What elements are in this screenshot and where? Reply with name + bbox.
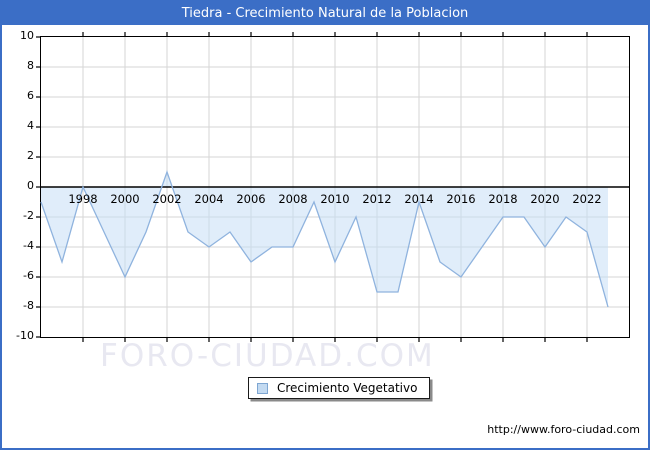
y-axis-label: 0 xyxy=(27,179,34,192)
legend: Crecimiento Vegetativo xyxy=(248,377,431,399)
y-axis-label: 2 xyxy=(27,149,34,162)
x-axis-label: 2020 xyxy=(530,192,560,206)
y-axis-label: 4 xyxy=(27,119,34,132)
x-axis-label: 2000 xyxy=(110,192,140,206)
y-axis-label: 8 xyxy=(27,59,34,72)
y-axis-label: -4 xyxy=(23,239,34,252)
y-axis-label: 10 xyxy=(20,29,34,42)
x-axis-label: 2010 xyxy=(320,192,350,206)
y-axis-label: -10 xyxy=(16,329,34,342)
chart-svg xyxy=(36,32,629,342)
plot-area: 1998 2000 2002 2004 2006 2008 2010 2012 2014 2016… xyxy=(36,32,630,342)
x-axis-label: 2014 xyxy=(404,192,434,206)
legend-label: Crecimiento Vegetativo xyxy=(277,381,418,395)
x-axis-label: 2022 xyxy=(572,192,602,206)
legend-swatch-icon xyxy=(257,382,268,394)
x-axis-label: 2016 xyxy=(446,192,476,206)
area-series xyxy=(41,172,608,307)
y-axis-label: -8 xyxy=(23,299,34,312)
y-axis-label: -2 xyxy=(23,209,34,222)
series-line xyxy=(40,170,609,308)
x-axis-label: 2002 xyxy=(152,192,182,206)
x-axis-label: 2012 xyxy=(362,192,392,206)
x-axis-label: 1998 xyxy=(68,192,98,206)
x-axis-label: 2018 xyxy=(488,192,518,206)
x-axis-label: 2006 xyxy=(236,192,266,206)
y-axis-label: -6 xyxy=(23,269,34,282)
chart-title: Tiedra - Crecimiento Natural de la Pobla… xyxy=(2,2,648,25)
x-axis-label: 2008 xyxy=(278,192,308,206)
y-axis-label: 6 xyxy=(27,89,34,102)
watermark: FORO-CIUDAD.COM xyxy=(100,338,435,374)
x-axis-label: 2004 xyxy=(194,192,224,206)
footer-url[interactable]: http://www.foro-ciudad.com xyxy=(487,423,640,436)
